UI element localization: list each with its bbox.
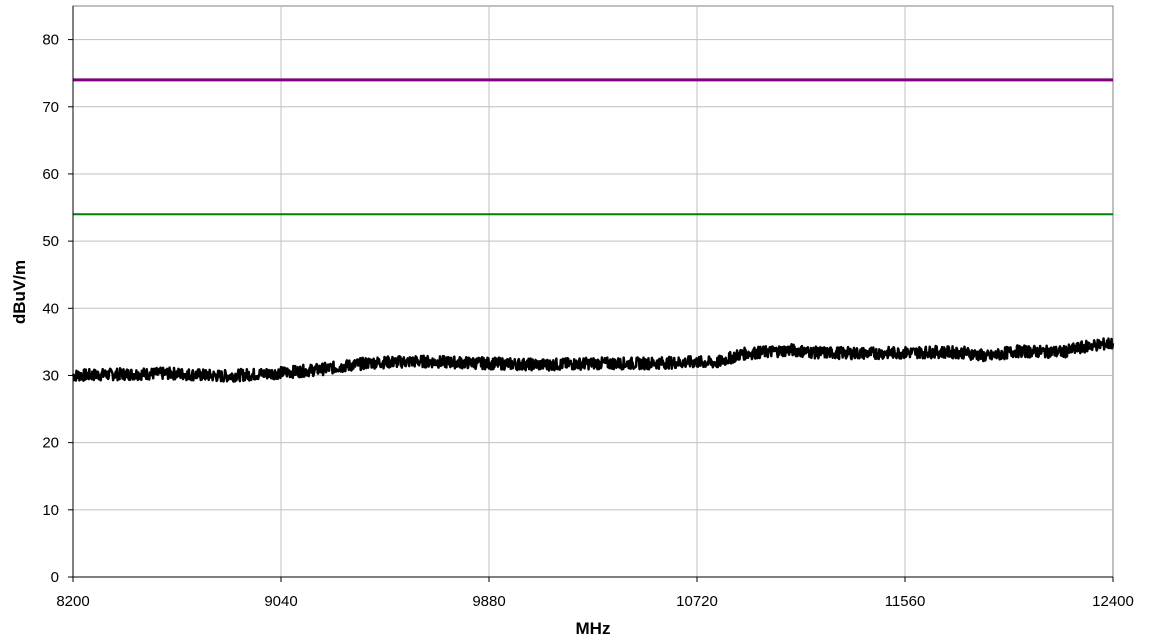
- y-tick-label: 30: [42, 367, 59, 384]
- x-tick-label: 9880: [472, 593, 505, 610]
- y-tick-label: 20: [42, 435, 59, 452]
- y-tick-label: 0: [51, 569, 59, 586]
- y-tick-label: 70: [42, 99, 59, 116]
- measurement-trace: [71, 337, 1115, 383]
- x-tick-labels: 8200 9040 9880 10720 11560 12400: [56, 577, 1134, 610]
- y-tick-label: 60: [42, 166, 59, 183]
- y-tick-label: 80: [42, 32, 59, 49]
- y-tick-labels: 0 10 20 30 40 50 60 70 80: [42, 32, 73, 586]
- x-tick-label: 10720: [676, 593, 718, 610]
- y-tick-label: 40: [42, 300, 59, 317]
- x-tick-label: 9040: [264, 593, 297, 610]
- x-axis-title: MHz: [576, 619, 611, 638]
- vertical-gridlines: [280, 6, 906, 577]
- y-axis-title: dBuV/m: [10, 260, 29, 324]
- series-lines: [71, 78, 1115, 383]
- x-tick-label: 11560: [885, 593, 926, 610]
- x-tick-label: 8200: [56, 593, 89, 610]
- y-tick-label: 50: [42, 233, 59, 250]
- x-tick-label: 12400: [1092, 593, 1134, 610]
- y-tick-label: 10: [42, 502, 59, 519]
- plot-area: [72, 5, 1114, 578]
